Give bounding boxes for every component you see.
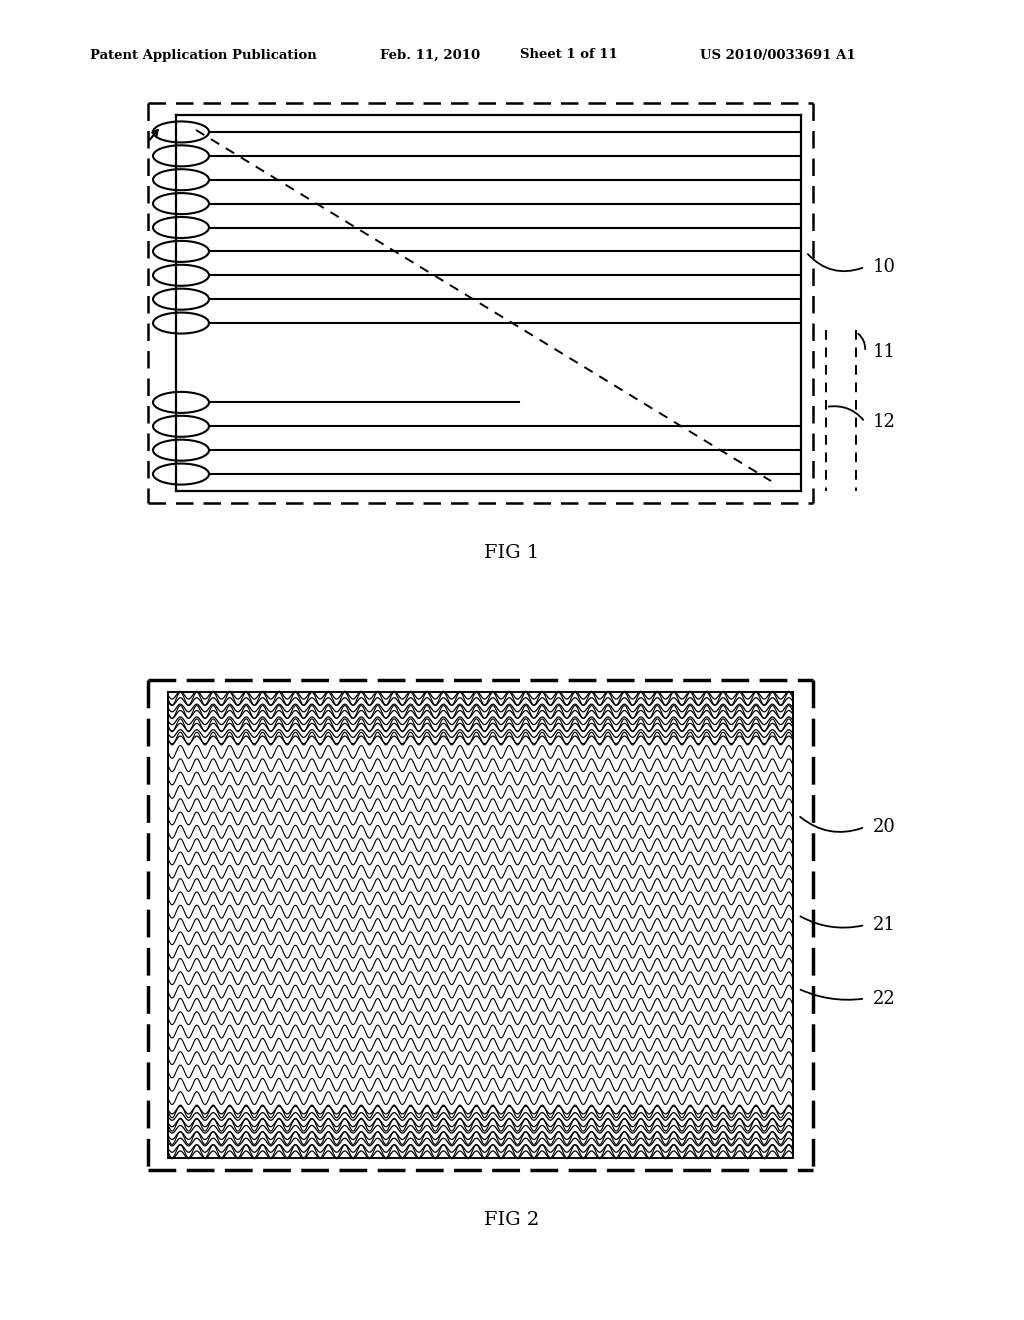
Text: FIG 1: FIG 1 bbox=[484, 544, 540, 562]
Text: 11: 11 bbox=[873, 343, 896, 360]
Text: FIG 2: FIG 2 bbox=[484, 1210, 540, 1229]
Text: US 2010/0033691 A1: US 2010/0033691 A1 bbox=[700, 49, 856, 62]
Text: Patent Application Publication: Patent Application Publication bbox=[90, 49, 316, 62]
Text: Sheet 1 of 11: Sheet 1 of 11 bbox=[520, 49, 617, 62]
Text: Feb. 11, 2010: Feb. 11, 2010 bbox=[380, 49, 480, 62]
Text: 12: 12 bbox=[873, 413, 896, 432]
Text: 22: 22 bbox=[873, 990, 896, 1007]
Text: 20: 20 bbox=[873, 818, 896, 836]
Text: 21: 21 bbox=[873, 916, 896, 935]
Text: 10: 10 bbox=[873, 257, 896, 276]
